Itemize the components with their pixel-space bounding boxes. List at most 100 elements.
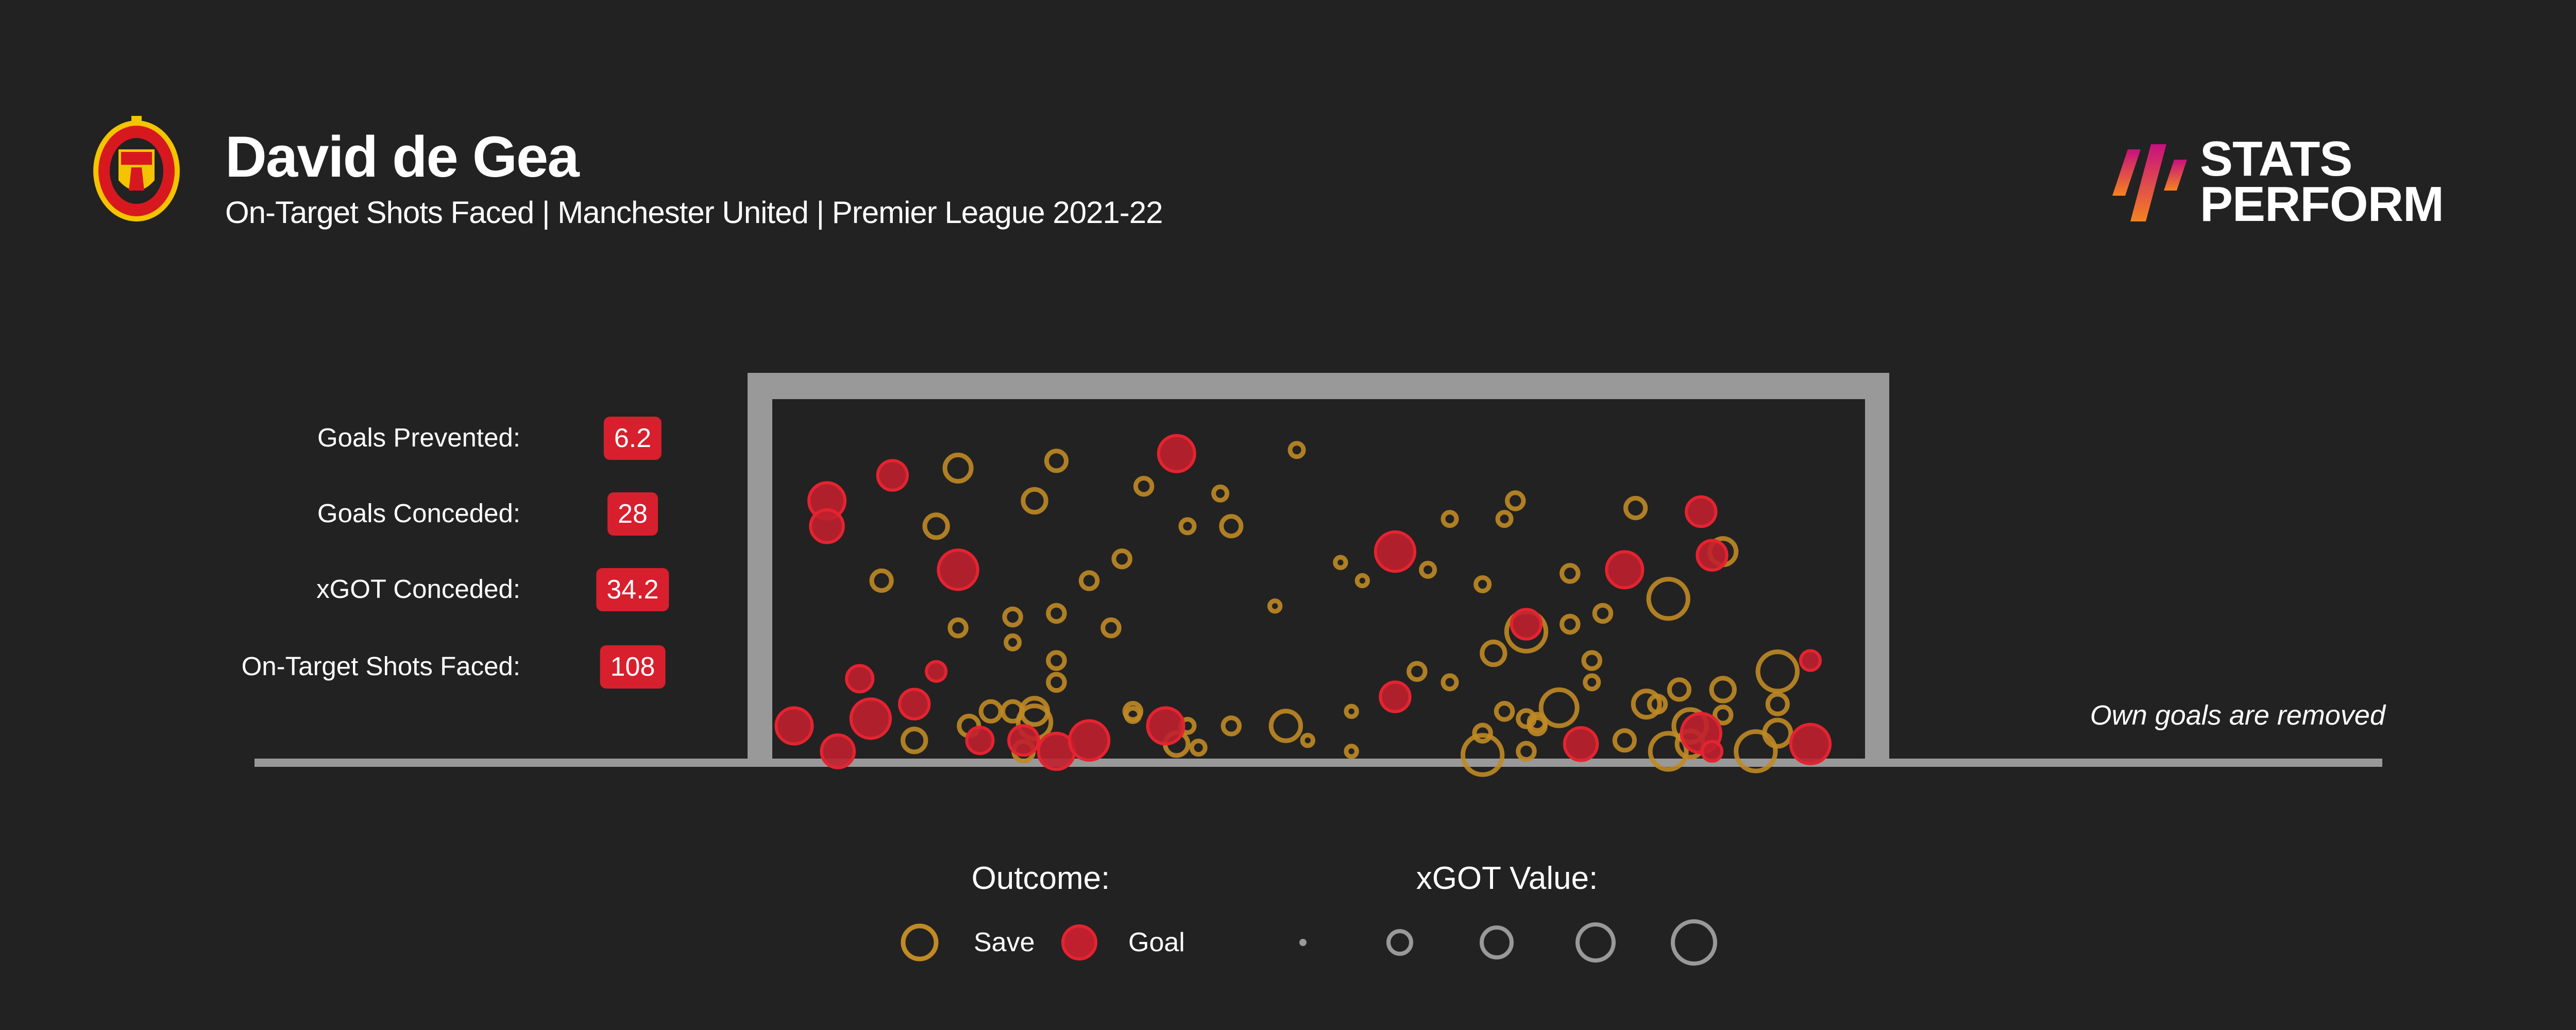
legend-xgot-sizes — [1299, 919, 1717, 966]
shot-save — [1709, 676, 1737, 703]
shot-save — [947, 617, 969, 639]
shot-save — [1623, 495, 1648, 521]
shot-save — [1189, 739, 1208, 757]
shot-save — [1516, 741, 1537, 762]
shot-save — [1267, 598, 1283, 614]
shot-save — [1612, 728, 1637, 753]
legend-xgot-size-circle — [1299, 939, 1307, 946]
shot-save — [1472, 723, 1493, 744]
legend-xgot-size-circle — [1480, 925, 1514, 959]
shot-save — [1667, 677, 1692, 702]
shot-goal — [1563, 726, 1599, 762]
shot-save — [922, 512, 950, 540]
shot-save — [1734, 729, 1778, 774]
shot-save — [1333, 555, 1348, 570]
shots-layer — [774, 434, 1832, 777]
shot-save — [901, 727, 928, 754]
legend-save-icon — [901, 923, 939, 962]
shots-faced-label: On-Target Shots Faced: — [241, 651, 520, 681]
shot-save — [1287, 441, 1306, 459]
shot-goal — [1799, 649, 1822, 672]
shot-save — [1354, 573, 1370, 589]
shot-save — [1100, 617, 1122, 639]
shot-goal — [1067, 719, 1111, 762]
shot-goal — [876, 459, 909, 492]
shot-save — [942, 452, 974, 484]
shot-save — [1762, 717, 1793, 749]
shot-save — [1440, 673, 1459, 692]
shot-save — [1021, 487, 1048, 515]
shot-goal — [1605, 550, 1645, 590]
page-subtitle: On-Target Shots Faced | Manchester Unite… — [225, 195, 1163, 230]
legend-outcome-title: Outcome: — [971, 861, 1110, 896]
shot-save — [1124, 706, 1142, 724]
shot-save — [1046, 603, 1067, 624]
shot-save — [978, 699, 1003, 724]
shot-save — [1078, 570, 1100, 591]
shot-save — [1268, 709, 1303, 743]
shot-save — [1473, 575, 1492, 594]
logo-text-stats: STATS — [2200, 131, 2352, 186]
shot-save — [1581, 650, 1603, 671]
shot-save — [1440, 510, 1459, 528]
manchester-united-crest — [93, 116, 180, 221]
ground-line — [255, 759, 2382, 767]
shots-faced-value: 108 — [600, 645, 666, 689]
shot-goal — [809, 508, 845, 544]
goals-prevented-label: Goals Prevented: — [317, 423, 520, 452]
shot-goal — [1007, 724, 1040, 757]
shot-goal — [898, 688, 931, 720]
shot-goal — [965, 726, 995, 756]
legend-save-label: Save — [974, 928, 1035, 957]
shot-goal — [1374, 530, 1417, 573]
shot-save — [1046, 650, 1067, 671]
shot-save — [1495, 510, 1514, 528]
shot-save — [1592, 603, 1614, 624]
shot-save — [869, 568, 894, 593]
shot-save — [1494, 701, 1515, 722]
shot-save — [1178, 517, 1197, 536]
shot-goal — [1157, 434, 1196, 473]
shot-save — [1647, 693, 1668, 715]
shot-save — [1560, 613, 1581, 635]
shot-goal — [1700, 740, 1724, 763]
shot-goal — [937, 548, 979, 591]
shot-save — [1344, 703, 1359, 719]
shot-save — [1002, 606, 1023, 628]
stats-perform-slash-icon — [2112, 144, 2187, 221]
shot-goal — [849, 697, 892, 740]
shot-save — [1211, 484, 1230, 503]
goals-conceded-label: Goals Conceded: — [317, 499, 520, 528]
shot-save — [1648, 731, 1689, 772]
shot-save — [1505, 490, 1526, 511]
legend-goal-icon — [1061, 924, 1097, 960]
page-title: David de Gea — [225, 125, 580, 189]
shot-goal — [820, 733, 856, 769]
shot-save — [1300, 732, 1315, 748]
legend-xgot-size-circle — [1386, 929, 1413, 956]
shot-goal — [1789, 723, 1832, 765]
shot-goal — [845, 664, 875, 694]
shot-save — [1221, 715, 1242, 736]
shot-save — [1460, 733, 1505, 777]
shot-save — [1406, 661, 1428, 682]
shot-save — [1044, 449, 1069, 473]
shot-save — [1713, 705, 1734, 726]
shot-save — [1527, 712, 1548, 733]
shot-save — [1046, 672, 1067, 693]
shot-save — [1538, 687, 1580, 728]
shot-save — [1631, 689, 1662, 720]
legend-xgot-size-circle — [1671, 919, 1717, 966]
goals-conceded-value: 28 — [607, 492, 658, 536]
own-goals-note: Own goals are removed — [2090, 700, 2385, 731]
shot-save — [1480, 639, 1507, 667]
legend-xgot-title: xGOT Value: — [1416, 861, 1598, 896]
shot-goal — [774, 706, 814, 746]
shot-save — [1419, 560, 1437, 579]
goals-prevented-value: 6.2 — [603, 417, 662, 460]
shot-save — [1004, 633, 1022, 651]
shot-save — [1111, 548, 1132, 570]
legend-xgot-size-circle — [1575, 922, 1616, 963]
xgot-conceded-label: xGOT Conceded: — [316, 574, 520, 604]
